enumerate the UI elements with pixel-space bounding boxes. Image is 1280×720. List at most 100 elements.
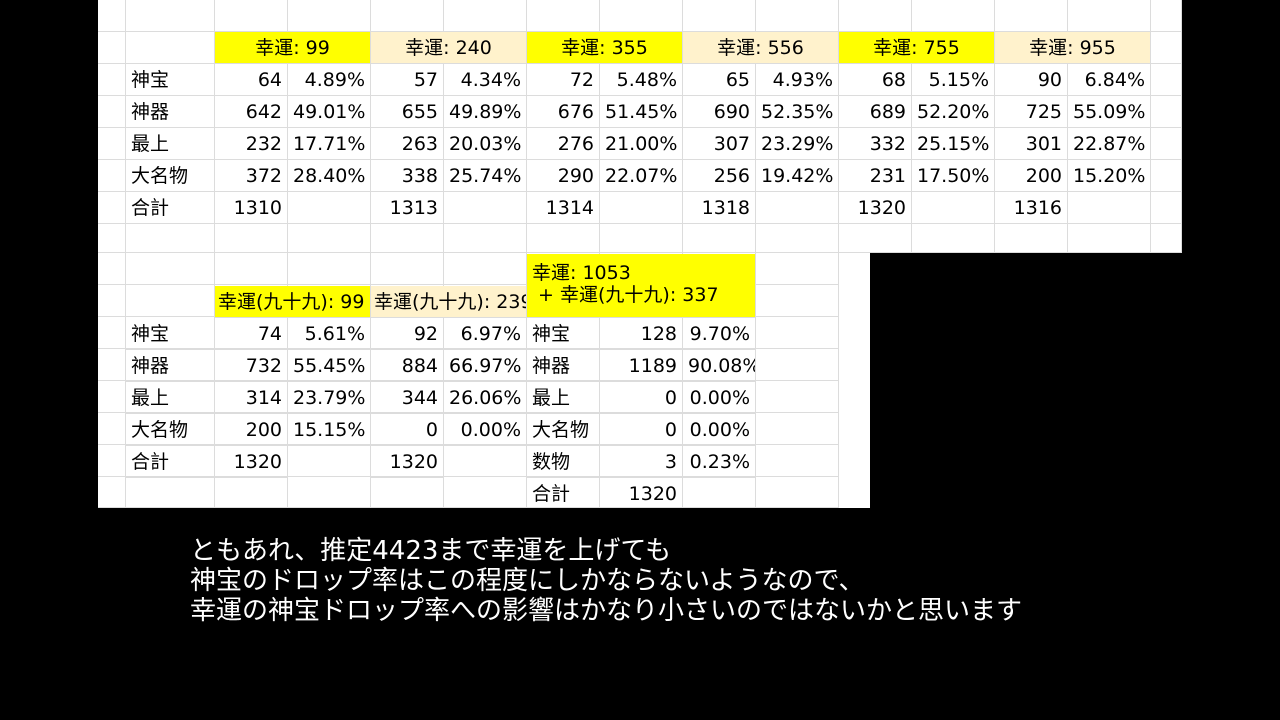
grid-cell (288, 253, 371, 285)
grid-cell (527, 0, 600, 32)
grid-cell (126, 285, 215, 317)
grid-cell (126, 0, 215, 32)
percent-cell: 5.48% (600, 64, 683, 96)
grid-cell (756, 253, 839, 285)
total-cell: 1310 (215, 192, 288, 224)
count-cell: 676 (527, 96, 600, 128)
table-header: 幸運: 955 (995, 32, 1151, 64)
grid-cell (98, 477, 126, 508)
grid-cell (126, 32, 215, 64)
row-label: 大名物 (126, 414, 215, 446)
grid-cell (215, 224, 288, 253)
table-header: 幸運: 755 (839, 32, 995, 64)
row-label: 合計 (527, 478, 600, 508)
row-label: 数物 (527, 446, 600, 478)
count-cell: 655 (371, 96, 444, 128)
grid-cell (756, 317, 839, 349)
grid-cell (98, 224, 126, 253)
count-cell: 884 (371, 350, 444, 382)
row-label: 神宝 (126, 318, 215, 350)
grid-cell (371, 224, 444, 253)
count-cell: 231 (839, 160, 912, 192)
percent-cell: 17.71% (288, 128, 371, 160)
grid-cell (98, 32, 126, 64)
table-header: 幸運: 240 (371, 32, 527, 64)
percent-cell: 28.40% (288, 160, 371, 192)
percent-cell: 19.42% (756, 160, 839, 192)
total-cell: 1316 (995, 192, 1068, 224)
row-label: 合計 (126, 192, 215, 224)
grid-cell (1151, 64, 1182, 96)
count-cell: 307 (683, 128, 756, 160)
grid-cell (98, 160, 126, 192)
row-label: 神器 (126, 96, 215, 128)
count-cell: 68 (839, 64, 912, 96)
grid-cell (527, 224, 600, 253)
count-cell: 263 (371, 128, 444, 160)
grid-cell (126, 253, 215, 285)
percent-cell: 5.61% (288, 318, 371, 350)
count-cell: 732 (215, 350, 288, 382)
grid-cell (98, 317, 126, 349)
grid-cell (1151, 192, 1182, 224)
caption-line: ともあれ、推定4423まで幸運を上げても (190, 536, 672, 566)
row-label: 最上 (527, 382, 600, 414)
grid-cell (600, 192, 683, 224)
count-cell: 74 (215, 318, 288, 350)
grid-cell (683, 477, 756, 508)
grid-cell (683, 224, 756, 253)
count-cell: 90 (995, 64, 1068, 96)
percent-cell: 4.89% (288, 64, 371, 96)
percent-cell: 55.09% (1068, 96, 1151, 128)
grid-cell (98, 413, 126, 445)
grid-cell (912, 192, 995, 224)
count-cell: 57 (371, 64, 444, 96)
percent-cell: 15.15% (288, 414, 371, 446)
grid-cell (371, 0, 444, 32)
grid-cell (756, 413, 839, 445)
grid-cell (1068, 192, 1151, 224)
grid-cell (444, 224, 527, 253)
percent-cell: 25.15% (912, 128, 995, 160)
count-cell: 690 (683, 96, 756, 128)
grid-cell (371, 477, 444, 508)
grid-cell (1151, 0, 1182, 32)
total-cell: 1320 (371, 446, 444, 478)
total-cell: 1320 (839, 192, 912, 224)
grid-cell (98, 349, 126, 381)
grid-cell (600, 0, 683, 32)
grid-cell (98, 285, 126, 317)
grid-cell (444, 192, 527, 224)
count-cell: 0 (371, 414, 444, 446)
count-cell: 689 (839, 96, 912, 128)
row-label: 神宝 (126, 64, 215, 96)
count-cell: 290 (527, 160, 600, 192)
grid-cell (288, 0, 371, 32)
percent-cell: 17.50% (912, 160, 995, 192)
grid-cell (288, 477, 371, 508)
grid-cell (756, 0, 839, 32)
grid-cell (98, 192, 126, 224)
grid-cell (1151, 96, 1182, 128)
count-cell: 200 (215, 414, 288, 446)
count-cell: 72 (527, 64, 600, 96)
percent-cell: 23.29% (756, 128, 839, 160)
grid-cell (995, 224, 1068, 253)
percent-cell: 22.87% (1068, 128, 1151, 160)
table-header: 幸運: 1053 + 幸運(九十九): 337 (527, 254, 756, 318)
percent-cell: 49.01% (288, 96, 371, 128)
percent-cell: 51.45% (600, 96, 683, 128)
percent-cell: 52.20% (912, 96, 995, 128)
grid-cell (756, 349, 839, 381)
count-cell: 200 (995, 160, 1068, 192)
count-cell: 65 (683, 64, 756, 96)
grid-cell (756, 192, 839, 224)
grid-cell (756, 477, 839, 508)
percent-cell: 0.23% (683, 446, 756, 478)
percent-cell: 25.74% (444, 160, 527, 192)
table-header: 幸運(九十九): 239 (371, 286, 527, 318)
caption-line: 神宝のドロップ率はこの程度にしかならないようなので、 (190, 566, 865, 596)
grid-cell (444, 0, 527, 32)
grid-cell (288, 445, 371, 477)
total-cell: 1318 (683, 192, 756, 224)
